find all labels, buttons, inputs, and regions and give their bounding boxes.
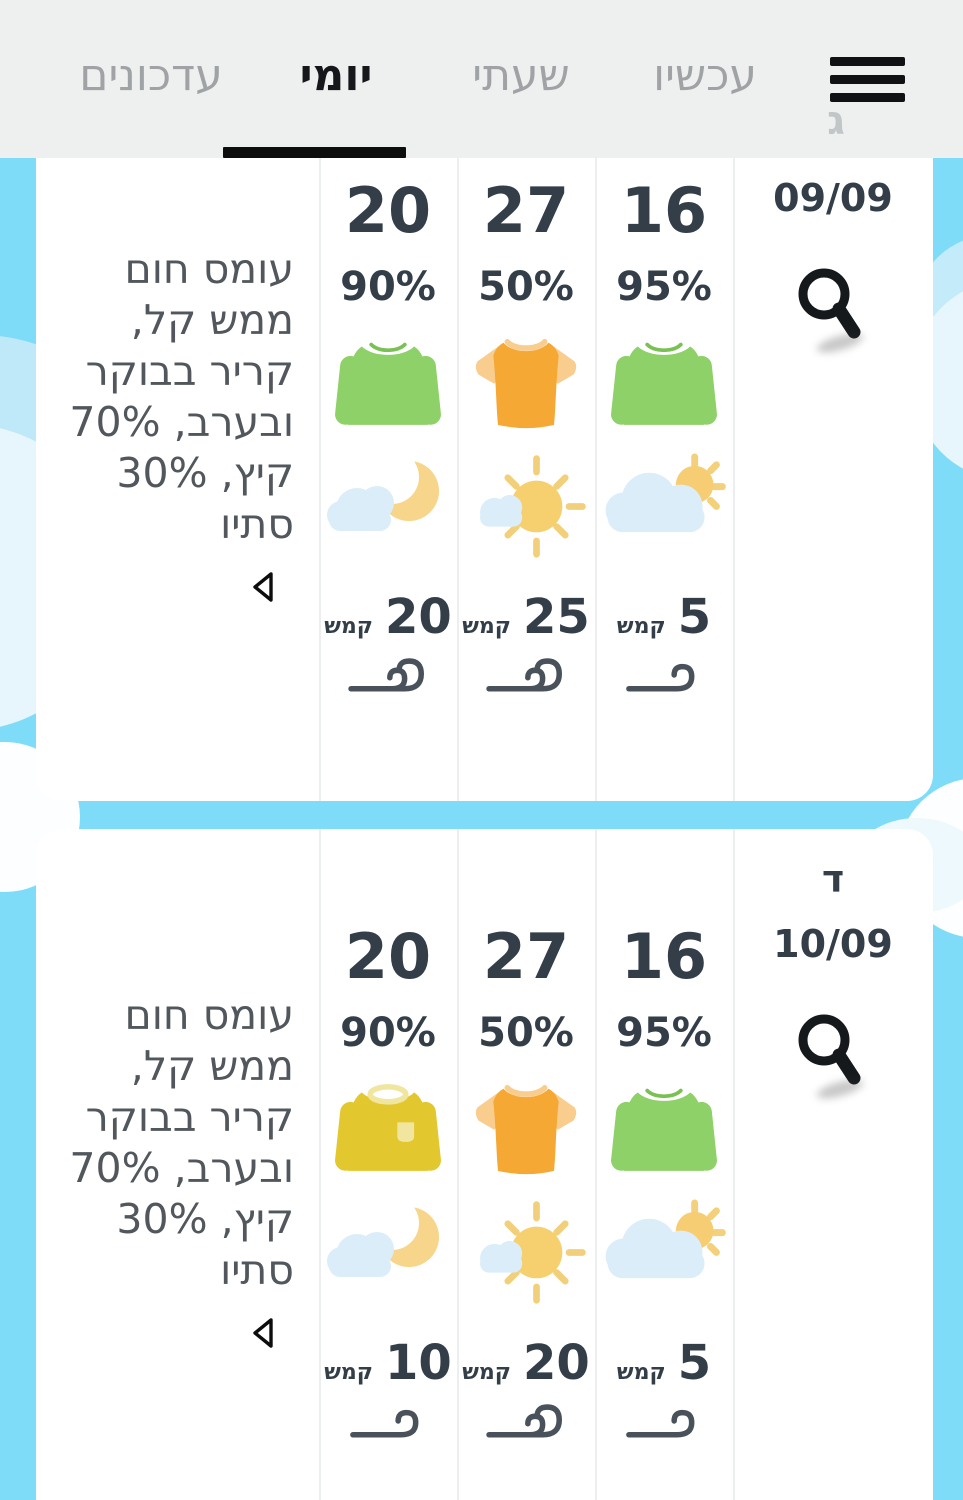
column-divider xyxy=(319,158,321,801)
temperature-value: 20 xyxy=(344,920,432,993)
wind-speed: 25 קמש xyxy=(457,591,595,643)
tab-hourly[interactable]: שעתי xyxy=(472,50,570,101)
wind-speed-unit: קמש xyxy=(616,614,666,639)
forecast-description: עומס חום ממש קל, קריר בבוקר ובערב, 70% ק… xyxy=(69,991,294,1294)
wind-speed-value: 20 xyxy=(385,589,452,645)
active-tab-underline xyxy=(223,147,406,158)
column-divider xyxy=(457,829,459,1500)
cloudy-with-sun-icon xyxy=(595,451,733,545)
triangle-left-icon[interactable] xyxy=(248,570,276,604)
wind-speed-unit: קמש xyxy=(324,614,374,639)
forecast-column: 20 90% 20 קמש xyxy=(319,158,457,801)
column-divider xyxy=(733,829,735,1500)
temperature-value: 27 xyxy=(482,174,570,247)
daily-forecast-card: עומס חום ממש קל, קריר בבוקר ובערב, 70% ק… xyxy=(36,158,933,801)
forecast-description: עומס חום ממש קל, קריר בבוקר ובערב, 70% ק… xyxy=(69,245,294,548)
wind-speed: 5 קמש xyxy=(595,1337,733,1389)
top-tab-bar: עכשיו שעתי יומי עדכונים ג xyxy=(0,0,963,158)
hamburger-menu-icon[interactable] xyxy=(830,57,905,111)
forecast-column: 27 50% xyxy=(457,158,595,801)
forecast-date: 09/09 xyxy=(773,176,893,220)
column-divider xyxy=(457,158,459,801)
wind-speed-value: 5 xyxy=(677,1335,712,1391)
wind-strong-icon xyxy=(319,650,457,698)
humidity-value: 50% xyxy=(478,264,574,310)
day-of-week-letter: ד xyxy=(821,857,845,901)
wind-speed-value: 20 xyxy=(523,1335,590,1391)
cloud-moon-icon xyxy=(319,451,457,545)
wind-speed-unit: קמש xyxy=(616,1360,666,1385)
temperature-value: 16 xyxy=(620,920,708,993)
tab-updates[interactable]: עדכונים xyxy=(79,50,223,101)
wind-speed-value: 5 xyxy=(677,589,712,645)
forecast-column: 16 95% xyxy=(595,158,733,801)
wind-speed: 20 קמש xyxy=(319,591,457,643)
wind-speed-unit: קמש xyxy=(462,614,512,639)
humidity-value: 95% xyxy=(616,1010,712,1056)
wind-speed-unit: קמש xyxy=(324,1360,374,1385)
wind-strong-icon xyxy=(457,650,595,698)
column-divider xyxy=(595,829,597,1500)
wind-speed-value: 25 xyxy=(523,589,590,645)
tshirt-orange-icon xyxy=(457,1077,595,1177)
forecast-column: 20 90% 10 xyxy=(319,829,457,1500)
wind-speed-unit: קמש xyxy=(462,1360,512,1385)
wind-speed: 10 קמש xyxy=(319,1337,457,1389)
cloud-moon-icon xyxy=(319,1197,457,1291)
hamburger-bar xyxy=(830,57,905,66)
sun-behind-cloud-icon xyxy=(457,1197,595,1307)
humidity-value: 90% xyxy=(340,264,436,310)
wind-speed-value: 10 xyxy=(385,1335,452,1391)
tab-daily[interactable]: יומי xyxy=(299,50,373,101)
wind-light-icon xyxy=(595,650,733,698)
cloudy-with-sun-icon xyxy=(595,1197,733,1291)
column-divider xyxy=(319,829,321,1500)
wind-speed: 5 קמש xyxy=(595,591,733,643)
wind-light-icon xyxy=(595,1396,733,1444)
humidity-value: 50% xyxy=(478,1010,574,1056)
long-sleeve-shirt-green-icon xyxy=(595,331,733,431)
column-divider xyxy=(595,158,597,801)
long-sleeve-shirt-green-icon xyxy=(319,331,457,431)
tshirt-orange-icon xyxy=(457,331,595,431)
magnifier-icon[interactable] xyxy=(788,264,878,357)
magnifier-icon[interactable] xyxy=(788,1010,878,1103)
wind-light-icon xyxy=(319,1396,457,1444)
triangle-left-icon[interactable] xyxy=(248,1316,276,1350)
column-divider xyxy=(733,158,735,801)
temperature-value: 16 xyxy=(620,174,708,247)
temperature-value: 20 xyxy=(344,174,432,247)
tab-now[interactable]: עכשיו xyxy=(653,50,757,101)
humidity-value: 90% xyxy=(340,1010,436,1056)
peek-day-letter: ג xyxy=(827,98,845,144)
temperature-value: 27 xyxy=(482,920,570,993)
sun-behind-cloud-icon xyxy=(457,451,595,561)
long-sleeve-shirt-green-icon xyxy=(595,1077,733,1177)
forecast-column: 27 50% xyxy=(457,829,595,1500)
wind-speed: 20 קמש xyxy=(457,1337,595,1389)
daily-forecast-card: עומס חום ממש קל, קריר בבוקר ובערב, 70% ק… xyxy=(36,829,933,1500)
hamburger-bar xyxy=(830,93,905,102)
hamburger-bar xyxy=(830,75,905,84)
forecast-date: 10/09 xyxy=(773,922,893,966)
wind-strong-icon xyxy=(457,1396,595,1444)
forecast-column: 16 95% xyxy=(595,829,733,1500)
humidity-value: 95% xyxy=(616,264,712,310)
long-sleeve-shirt-yellow-icon xyxy=(319,1077,457,1177)
